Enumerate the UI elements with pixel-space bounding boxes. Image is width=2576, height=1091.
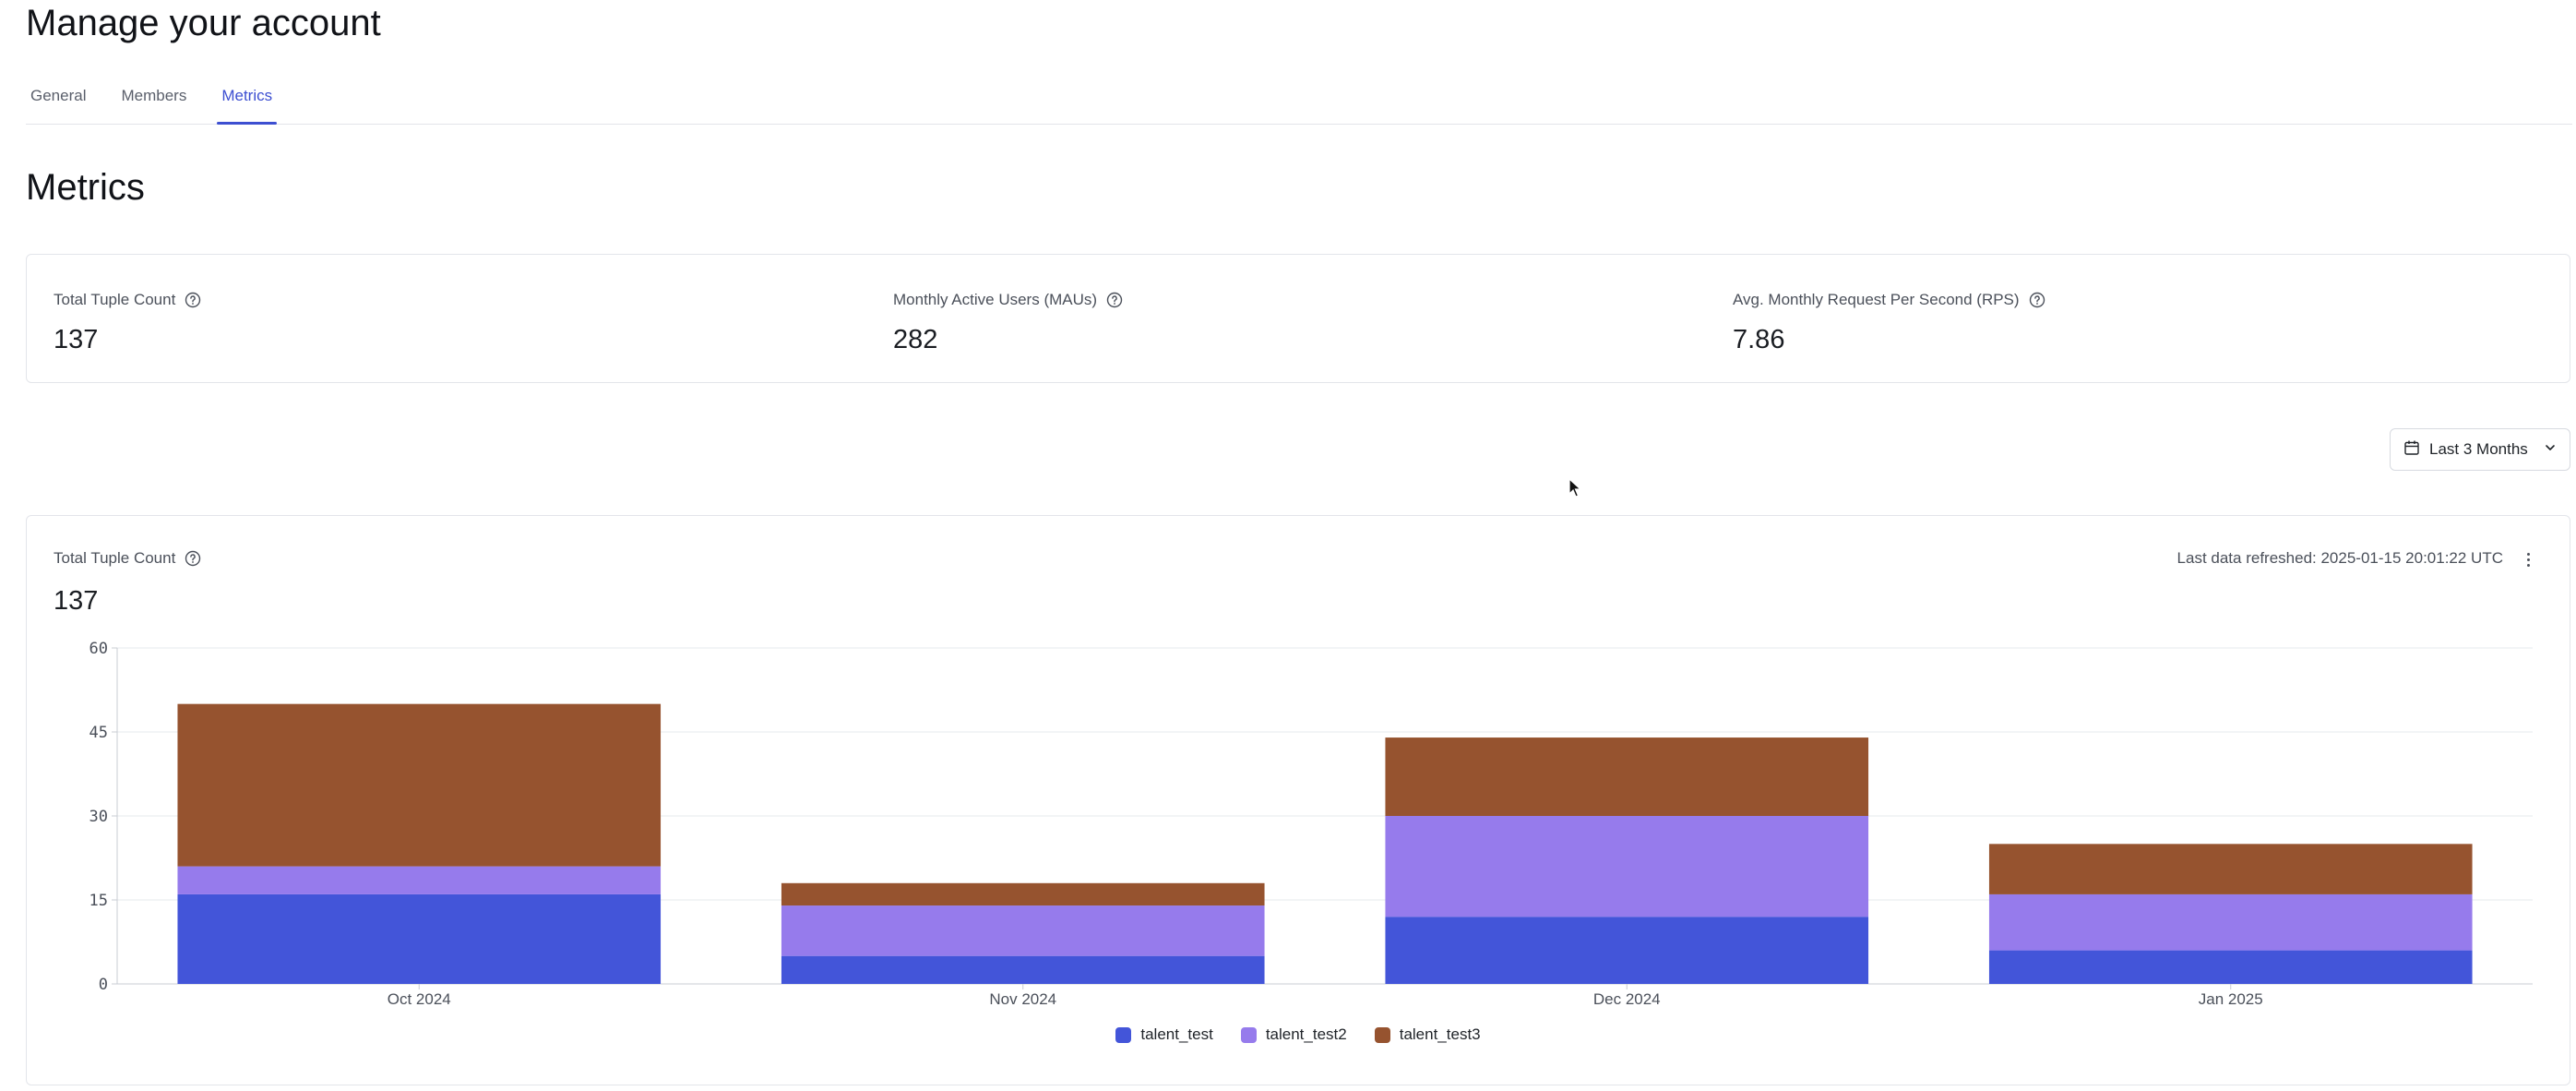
stat-label: Avg. Monthly Request Per Second (RPS) [1733, 291, 2020, 308]
legend-label: talent_test2 [1265, 1025, 1347, 1043]
legend-item-talent-test2[interactable]: talent_test2 [1240, 1025, 1347, 1044]
chart-legend: talent_test talent_test2 talent_test3 [27, 1025, 2570, 1044]
legend-swatch [1115, 1026, 1132, 1043]
stat-label-row: Avg. Monthly Request Per Second (RPS) [1733, 290, 2045, 310]
stat-value: 7.86 [1733, 325, 1785, 354]
help-icon[interactable] [185, 550, 201, 567]
chart-total-value: 137 [54, 586, 99, 616]
help-icon[interactable] [2029, 292, 2045, 308]
y-tick-label: 30 [89, 808, 108, 826]
stat-avg-rps: Avg. Monthly Request Per Second (RPS) 7.… [1733, 290, 2045, 356]
stat-label-row: Total Tuple Count [54, 290, 201, 310]
x-tick-label: Oct 2024 [388, 990, 451, 1008]
date-range-label: Last 3 Months [2429, 440, 2528, 458]
help-icon[interactable] [1106, 292, 1123, 308]
stat-label: Total Tuple Count [54, 291, 176, 308]
stacked-bar-chart: 0 15 30 45 60 Oct 2024 Nov 2024 Dec 2024 Jan 202… [89, 640, 2533, 1008]
stat-total-tuple-count: Total Tuple Count 137 [54, 290, 201, 356]
tab-members[interactable]: Members [121, 87, 187, 104]
legend-label: talent_test3 [1399, 1025, 1481, 1043]
x-tick-label: Nov 2024 [989, 990, 1056, 1008]
bar-segment-talent-test3 [781, 882, 1265, 906]
last-refreshed-text: Last data refreshed: 2025-01-15 20:01:22… [2176, 549, 2503, 567]
bar-segment-talent-test3 [1385, 737, 1869, 816]
chevron-down-icon [2544, 440, 2557, 459]
legend-swatch [1240, 1026, 1257, 1043]
chart-label-row: Total Tuple Count [54, 549, 201, 568]
bar-segment-talent-test [1988, 950, 2473, 984]
stat-monthly-active-users: Monthly Active Users (MAUs) 282 [893, 290, 1123, 356]
stats-card: Total Tuple Count 137 Monthly Active Use… [26, 254, 2570, 383]
chart-label: Total Tuple Count [54, 549, 176, 567]
x-tick-label: Jan 2025 [2199, 990, 2263, 1008]
bar-segment-talent-test2 [177, 866, 662, 894]
legend-item-talent-test[interactable]: talent_test [1115, 1025, 1213, 1044]
y-tick-label: 45 [89, 724, 108, 742]
stat-label: Monthly Active Users (MAUs) [893, 291, 1098, 308]
more-options-icon[interactable] [2522, 547, 2534, 571]
date-range-dropdown[interactable]: Last 3 Months [2390, 428, 2570, 471]
help-icon[interactable] [185, 292, 201, 308]
stat-value: 282 [893, 325, 938, 354]
y-tick-label: 60 [89, 640, 108, 658]
legend-label: talent_test [1140, 1025, 1213, 1043]
legend-item-talent-test3[interactable]: talent_test3 [1374, 1025, 1481, 1044]
page-title: Manage your account [26, 3, 381, 43]
tab-bar: General Members Metrics [26, 74, 2572, 125]
y-tick-label: 15 [89, 892, 108, 910]
bar-segment-talent-test [1385, 917, 1869, 984]
y-tick-label: 0 [99, 976, 108, 994]
legend-swatch [1374, 1026, 1390, 1043]
tab-metrics[interactable]: Metrics [217, 74, 277, 125]
stat-label-row: Monthly Active Users (MAUs) [893, 290, 1123, 310]
bar-segment-talent-test [177, 893, 662, 984]
stat-value: 137 [54, 325, 99, 354]
bar-segment-talent-test3 [177, 703, 662, 867]
bar-segment-talent-test [781, 955, 1265, 984]
mouse-cursor-icon [1568, 478, 1582, 498]
chart-card: Total Tuple Count 137 Last data refreshe… [26, 515, 2570, 1085]
calendar-icon [2403, 439, 2420, 461]
section-title: Metrics [26, 167, 145, 208]
tab-general[interactable]: General [30, 87, 87, 104]
bar-segment-talent-test3 [1988, 844, 2473, 894]
x-tick-label: Dec 2024 [1593, 990, 1661, 1008]
bar-segment-talent-test2 [1385, 816, 1869, 917]
bar-segment-talent-test2 [781, 905, 1265, 956]
bar-segment-talent-test2 [1988, 893, 2473, 951]
